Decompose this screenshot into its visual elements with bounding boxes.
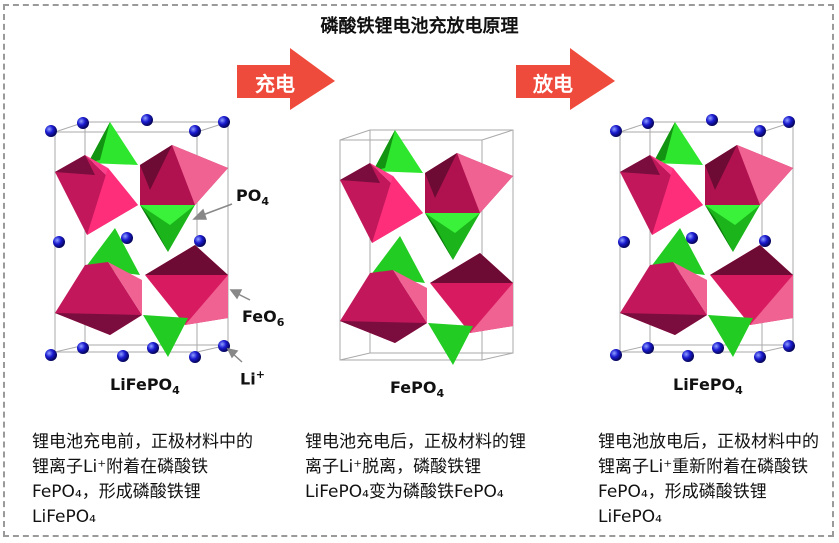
dashed-border [3,4,834,537]
formula-label-2: FePO4 [390,378,445,401]
formula-label-1: LiFePO4 [110,375,180,398]
charge-label: 充电 [255,72,295,96]
pointer-arrows [192,203,251,363]
li-label: Li+ [240,368,265,389]
formula-label-3: LiFePO4 [673,375,743,398]
po4-label: PO4 [236,186,269,209]
structure-lifepo4-after [610,114,795,363]
charge-arrow [237,48,335,110]
description-before-charge: 锂电池充电前，正极材料中的锂离子Li⁺附着在磷酸铁FePO₄，形成磷酸铁锂LiF… [32,432,253,527]
description-after-charge: 锂电池充电后，正极材料的锂离子Li⁺脱离，磷酸铁锂LiFePO₄变为磷酸铁FeP… [305,432,526,502]
structure-fepo4 [339,129,514,366]
lithium-ions [610,114,795,363]
structure-lifepo4-before [45,114,230,363]
lithium-ions [45,114,230,363]
feo6-label: FeO6 [242,307,285,330]
discharge-label: 放电 [533,72,573,96]
diagram-title: 磷酸铁锂电池充放电原理 [320,16,519,37]
discharge-arrow [516,48,615,110]
description-after-discharge: 锂电池放电后，正极材料中的锂离子Li⁺重新附着在磷酸铁FePO₄，形成磷酸铁锂L… [598,432,819,527]
